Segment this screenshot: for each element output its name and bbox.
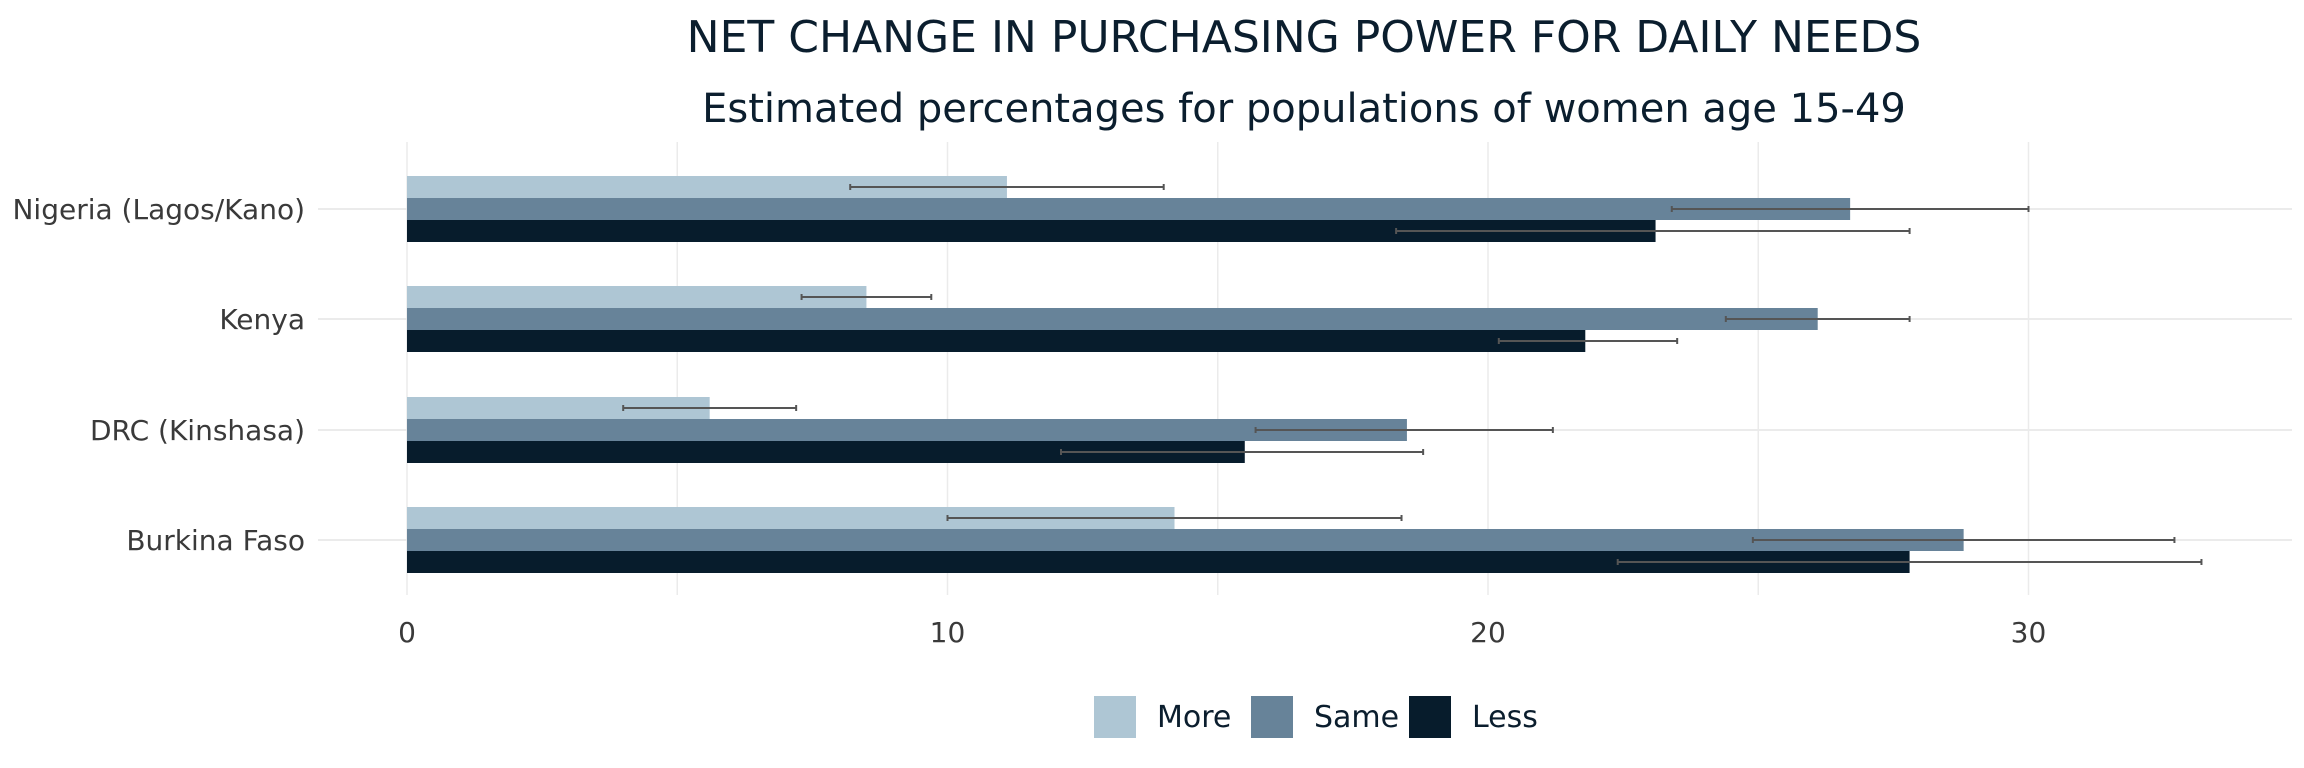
y-tick-label: Kenya	[219, 303, 305, 336]
bars	[407, 176, 1964, 573]
legend-item-more: More	[1094, 696, 1231, 738]
legend-label: Same	[1314, 700, 1399, 735]
error-bar-more	[849, 184, 1165, 190]
legend-swatch	[1094, 696, 1136, 738]
error-bar-more	[622, 405, 798, 411]
bar-more	[407, 507, 1175, 529]
bar-same	[407, 198, 1851, 220]
y-axis-labels: Nigeria (Lagos/Kano) Kenya DRC (Kinshasa) B…	[12, 193, 305, 557]
error-bar-less	[1616, 559, 2203, 565]
error-bar-same	[1724, 316, 1911, 322]
legend: More Same Less	[1094, 696, 1538, 738]
legend-swatch	[1409, 696, 1451, 738]
y-tick-label: DRC (Kinshasa)	[90, 414, 305, 447]
chart-subtitle: Estimated percentages for populations of…	[702, 86, 1906, 132]
error-bar-less	[1395, 228, 1911, 234]
error-bar-same	[1254, 427, 1554, 433]
x-tick-label: 20	[1470, 616, 1506, 649]
legend-label: More	[1157, 700, 1231, 735]
error-bar-same	[1751, 537, 2176, 543]
error-bar-more	[946, 515, 1403, 521]
legend-swatch	[1251, 696, 1293, 738]
x-tick-label: 10	[930, 616, 966, 649]
bar-less	[407, 220, 1656, 242]
bar-same	[407, 419, 1407, 441]
legend-item-same: Same	[1251, 696, 1399, 738]
error-bar-less	[1497, 338, 1679, 344]
bar-more	[407, 397, 710, 419]
y-tick-label: Nigeria (Lagos/Kano)	[12, 193, 305, 226]
x-axis-labels: 0 10 20 30	[398, 616, 2046, 649]
x-tick-label: 0	[398, 616, 416, 649]
bar-same	[407, 308, 1818, 330]
legend-label: Less	[1472, 700, 1538, 735]
bar-less	[407, 551, 1910, 573]
chart-title: NET CHANGE IN PURCHASING POWER FOR DAILY…	[687, 12, 1922, 63]
error-bar-more	[800, 294, 933, 300]
error-bar-less	[1060, 449, 1425, 455]
bar-more	[407, 286, 867, 308]
error-bars	[622, 184, 2203, 565]
bar-same	[407, 529, 1964, 551]
y-tick-label: Burkina Faso	[126, 524, 305, 557]
bar-more	[407, 176, 1007, 198]
bar-less	[407, 330, 1586, 352]
legend-item-less: Less	[1409, 696, 1538, 738]
error-bar-same	[1670, 206, 2030, 212]
bar-less	[407, 441, 1245, 463]
x-tick-label: 30	[2011, 616, 2047, 649]
